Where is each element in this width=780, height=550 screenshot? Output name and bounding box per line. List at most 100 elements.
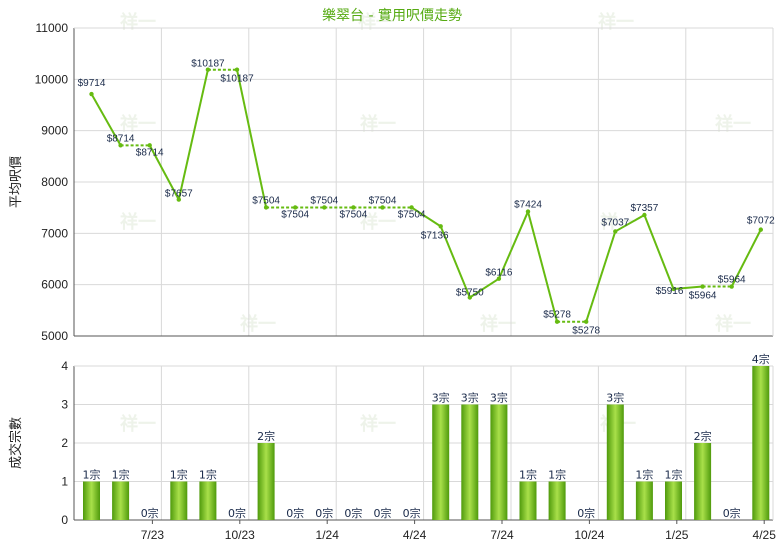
price-data-label: $7504 bbox=[281, 209, 309, 220]
count-data-label: 1宗 bbox=[548, 468, 566, 482]
x-tick-label: 10/23 bbox=[225, 528, 255, 542]
count-y-tick-label: 0 bbox=[61, 513, 68, 527]
price-data-label: $5750 bbox=[456, 288, 484, 299]
price-point bbox=[584, 319, 589, 324]
price-data-label: $7504 bbox=[398, 209, 426, 220]
count-data-label: 0宗 bbox=[315, 506, 333, 520]
price-data-label: $5916 bbox=[656, 286, 684, 297]
price-y-tick-label: 6000 bbox=[41, 278, 68, 292]
price-data-label: $7037 bbox=[601, 217, 629, 228]
count-data-label: 0宗 bbox=[141, 506, 159, 520]
watermark-text: 祥一 bbox=[715, 113, 751, 135]
price-point bbox=[409, 205, 414, 210]
count-bar bbox=[257, 443, 275, 520]
count-bar bbox=[432, 404, 450, 520]
watermark-text: 祥一 bbox=[120, 211, 156, 233]
count-bar bbox=[83, 481, 100, 520]
x-tick-label: 4/25 bbox=[753, 528, 777, 542]
price-data-label: $9714 bbox=[78, 78, 106, 89]
x-tick-label: 7/24 bbox=[490, 528, 514, 542]
price-point bbox=[176, 197, 181, 202]
price-data-label: $7504 bbox=[369, 195, 397, 206]
price-data-label: $7357 bbox=[630, 203, 658, 214]
count-y-tick-label: 4 bbox=[61, 359, 68, 373]
x-tick-label: 4/24 bbox=[403, 528, 427, 542]
price-line-segment bbox=[673, 285, 703, 290]
x-tick-label: 1/25 bbox=[665, 528, 689, 542]
price-point bbox=[758, 227, 763, 232]
count-y-tick-label: 2 bbox=[61, 436, 68, 450]
price-y-tick-label: 11000 bbox=[36, 21, 69, 35]
price-point bbox=[147, 143, 152, 148]
price-line-chart: 5000 6000 7000 8000 9000 10000 11000 平均呎價 $9714 $… bbox=[9, 21, 775, 343]
price-data-label: $7504 bbox=[310, 195, 338, 206]
price-line-segment bbox=[90, 93, 122, 146]
count-data-label: 0宗 bbox=[228, 506, 246, 520]
price-point bbox=[554, 319, 560, 324]
price-point bbox=[438, 224, 443, 229]
price-point bbox=[322, 205, 327, 210]
price-point bbox=[525, 209, 531, 214]
watermark-text: 祥一 bbox=[240, 313, 276, 335]
count-bar bbox=[490, 404, 508, 520]
count-data-label: 1宗 bbox=[83, 468, 101, 482]
price-data-label: $7424 bbox=[514, 200, 542, 211]
count-data-label: 3宗 bbox=[490, 391, 508, 405]
price-point bbox=[671, 286, 676, 292]
price-line-segment bbox=[497, 211, 529, 280]
chart-title: 樂翠台 - 實用呎價走勢 bbox=[322, 7, 462, 24]
count-data-label: 4宗 bbox=[752, 352, 770, 366]
count-data-label: 3宗 bbox=[461, 391, 479, 405]
price-point bbox=[642, 212, 647, 218]
price-data-label: $8714 bbox=[107, 133, 135, 144]
count-data-label: 0宗 bbox=[403, 506, 421, 520]
price-data-label: $5964 bbox=[718, 275, 746, 286]
count-bar bbox=[752, 366, 770, 520]
price-point bbox=[293, 205, 298, 210]
price-data-label: $8714 bbox=[136, 147, 164, 158]
count-data-label: 0宗 bbox=[577, 506, 595, 520]
count-y-tick-label: 3 bbox=[61, 398, 68, 412]
count-data-label: 0宗 bbox=[344, 506, 362, 520]
price-point bbox=[700, 284, 705, 289]
price-y-tick-label: 8000 bbox=[41, 175, 68, 189]
count-bar bbox=[606, 404, 624, 520]
price-point bbox=[613, 229, 618, 234]
price-line-segment bbox=[177, 69, 209, 200]
count-data-label: 0宗 bbox=[723, 506, 741, 520]
watermark-text: 祥一 bbox=[598, 11, 634, 33]
price-line-segment bbox=[614, 214, 645, 233]
watermark-text: 祥一 bbox=[120, 413, 156, 435]
count-data-label: 3宗 bbox=[606, 391, 624, 405]
count-bar bbox=[461, 404, 479, 520]
count-data-label: 1宗 bbox=[519, 468, 537, 482]
price-line-segment bbox=[236, 69, 268, 208]
count-data-label: 1宗 bbox=[112, 468, 130, 482]
watermark-text: 祥一 bbox=[120, 11, 156, 33]
count-bar bbox=[694, 443, 712, 520]
price-line-segment bbox=[730, 229, 762, 287]
watermark-text: 祥一 bbox=[715, 313, 751, 335]
price-data-label: $5964 bbox=[689, 291, 717, 302]
count-data-label: 1宗 bbox=[665, 468, 683, 482]
price-line-segment bbox=[411, 206, 442, 228]
count-bar bbox=[665, 481, 682, 520]
price-line-segment bbox=[585, 231, 617, 323]
watermark-text: 祥一 bbox=[360, 413, 396, 435]
price-data-label: $7072 bbox=[747, 216, 775, 227]
price-line-segment bbox=[439, 225, 471, 298]
price-point bbox=[118, 143, 123, 148]
x-tick-label: 10/24 bbox=[574, 528, 604, 542]
price-point bbox=[467, 295, 472, 300]
watermark-text: 祥一 bbox=[360, 113, 396, 135]
count-y-axis-label: 成交宗數 bbox=[8, 417, 24, 469]
price-point bbox=[351, 205, 356, 210]
count-bar bbox=[519, 481, 537, 520]
count-bar bbox=[199, 481, 217, 520]
count-y-tick-label: 1 bbox=[61, 475, 68, 489]
count-data-label: 2宗 bbox=[257, 429, 275, 443]
x-tick-label: 7/23 bbox=[141, 528, 165, 542]
price-y-tick-label: 5000 bbox=[41, 329, 68, 343]
